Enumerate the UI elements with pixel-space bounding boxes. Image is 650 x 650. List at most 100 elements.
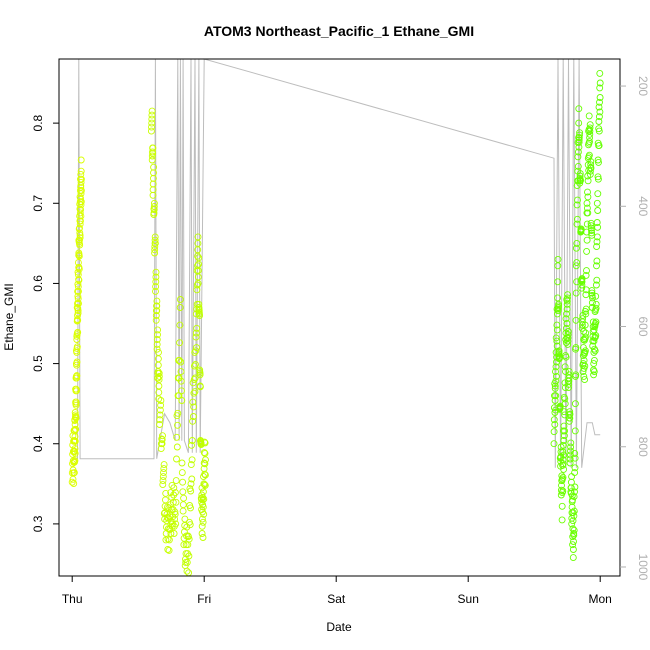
data-point [183, 558, 191, 566]
data-point [583, 204, 591, 212]
plot-area-border [58, 58, 621, 577]
data-point [165, 546, 173, 554]
data-point [571, 488, 578, 496]
data-point [156, 406, 164, 414]
data-point [570, 512, 578, 520]
data-point [571, 469, 579, 477]
data-point [77, 178, 85, 186]
data-point [596, 108, 604, 116]
right-tick-label: 400 [636, 196, 650, 216]
data-point [188, 475, 196, 483]
data-point [570, 526, 578, 534]
data-point [571, 427, 579, 435]
data-point [561, 363, 569, 371]
data-point [77, 175, 85, 183]
data-point [176, 304, 184, 311]
data-point [164, 535, 172, 543]
data-point [171, 489, 179, 497]
data-point [185, 552, 193, 560]
data-point [581, 321, 589, 329]
data-point [593, 257, 601, 265]
data-point [576, 172, 584, 180]
data-point [158, 440, 166, 448]
data-point [569, 525, 577, 533]
data-point [584, 209, 592, 217]
data-point [169, 498, 177, 506]
data-point [75, 300, 82, 307]
data-point [569, 533, 577, 541]
data-point [559, 487, 567, 495]
data-point [171, 510, 179, 518]
data-point [563, 310, 570, 318]
data-point [583, 220, 591, 228]
data-point [198, 515, 206, 523]
data-point [151, 233, 159, 241]
data-point [588, 287, 596, 295]
data-point [77, 156, 85, 164]
data-point [582, 271, 590, 279]
data-point [586, 138, 593, 146]
data-point [178, 469, 186, 477]
data-point [560, 451, 568, 459]
data-point [584, 193, 592, 201]
data-point [71, 457, 79, 465]
data-point [572, 289, 580, 297]
data-point [188, 441, 195, 449]
data-point [560, 422, 568, 430]
data-point [593, 199, 601, 207]
data-point [191, 388, 199, 396]
data-point [583, 247, 591, 255]
data-point [171, 515, 179, 523]
data-point [590, 356, 598, 364]
data-point [561, 400, 569, 408]
data-point [74, 316, 82, 324]
data-point [76, 205, 84, 213]
data-point [148, 115, 156, 123]
data-point [566, 410, 574, 418]
data-point [592, 318, 600, 326]
data-point [76, 241, 84, 249]
data-point [552, 392, 560, 400]
data-point [176, 339, 184, 347]
data-point [564, 340, 572, 348]
data-point [569, 517, 577, 525]
data-point [74, 309, 82, 317]
data-point [202, 456, 209, 464]
data-point [189, 417, 197, 425]
data-point [70, 469, 78, 477]
data-point [193, 286, 201, 294]
x-tick-label-thu: Thu [62, 592, 83, 606]
data-point [561, 395, 569, 403]
data-point [561, 411, 569, 419]
data-point [574, 162, 582, 170]
data-point [594, 223, 602, 231]
data-point [577, 176, 584, 184]
data-point [564, 328, 572, 335]
data-point [570, 531, 578, 539]
data-point [179, 501, 187, 509]
data-point [147, 127, 155, 135]
data-point [77, 182, 85, 190]
data-point [148, 111, 156, 119]
data-point [573, 220, 581, 228]
data-point [198, 530, 206, 537]
data-point [71, 445, 79, 453]
data-point [164, 546, 172, 553]
data-point [154, 326, 162, 334]
data-point [572, 262, 580, 270]
data-point [156, 416, 164, 424]
data-point [180, 494, 188, 502]
data-point [152, 273, 160, 281]
data-point [178, 397, 186, 404]
data-point [596, 94, 604, 101]
data-point [581, 362, 589, 370]
data-point [564, 331, 572, 339]
data-point [77, 217, 84, 225]
data-point [200, 510, 208, 518]
data-point [564, 294, 571, 302]
data-point [199, 503, 207, 511]
data-point [76, 209, 84, 217]
data-point [75, 265, 83, 273]
data-point [157, 445, 165, 453]
data-point [174, 409, 182, 417]
